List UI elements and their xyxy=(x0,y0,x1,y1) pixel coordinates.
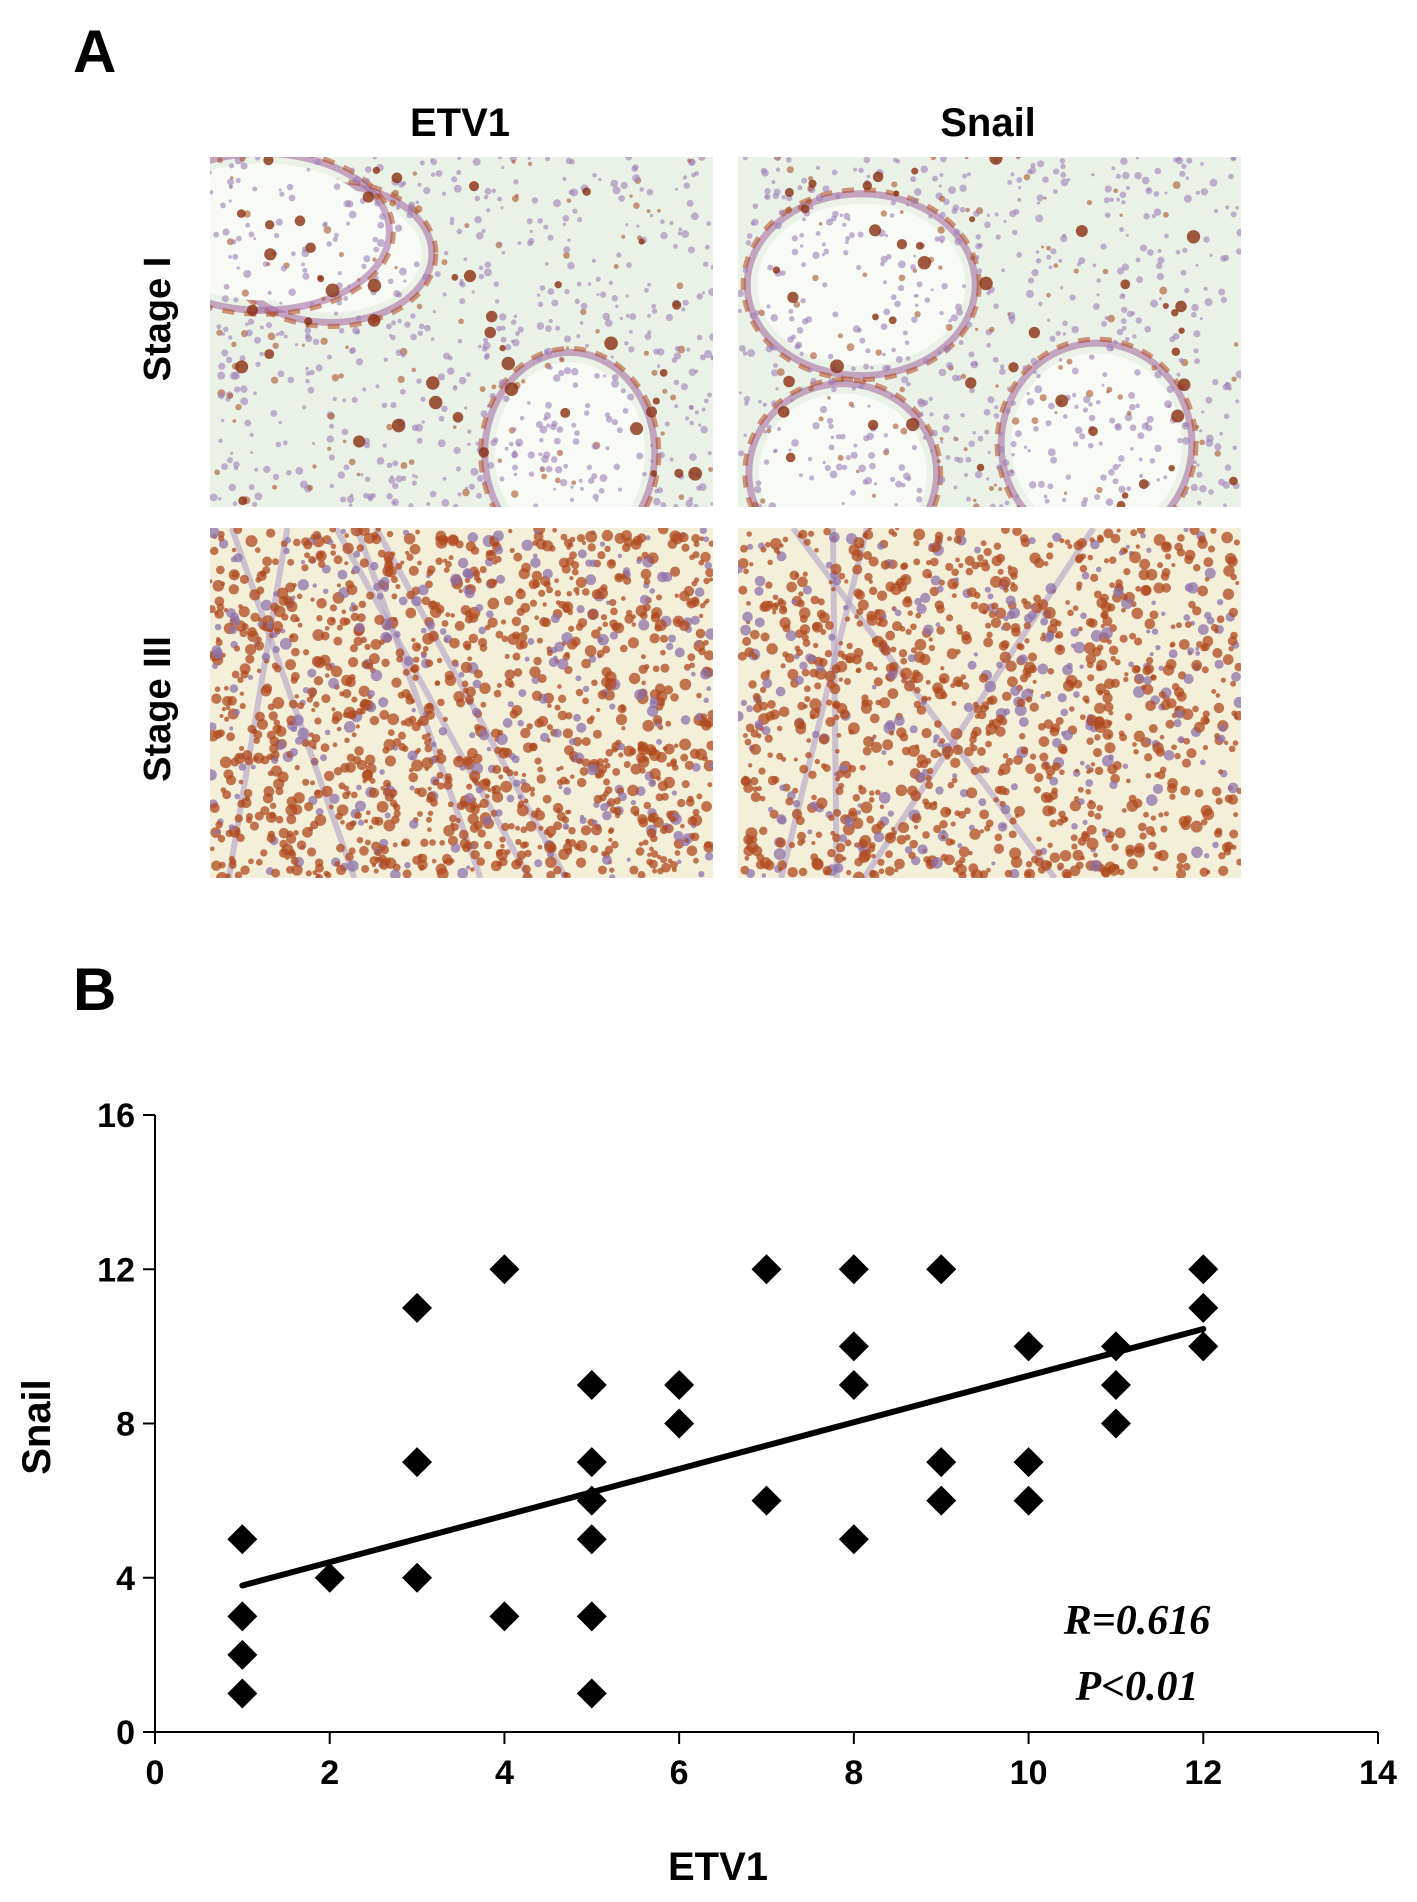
data-point-marker xyxy=(838,1369,869,1400)
x-tick-label: 0 xyxy=(146,1754,165,1792)
x-tick-label: 2 xyxy=(320,1754,339,1792)
data-point-marker xyxy=(838,1254,869,1285)
trendline xyxy=(239,1326,1207,1589)
chart-axes: 0 4 8 12 16 0 2 4 6 8 10 12 14 xyxy=(97,1097,1397,1792)
data-point-marker xyxy=(1188,1331,1219,1362)
data-point-marker xyxy=(1013,1331,1044,1362)
data-point-marker xyxy=(1100,1408,1131,1439)
data-point-marker xyxy=(314,1562,345,1593)
trendline-path xyxy=(239,1326,1207,1589)
x-tick-label: 10 xyxy=(1010,1754,1048,1792)
data-point-marker xyxy=(1013,1485,1044,1516)
data-point-marker xyxy=(227,1639,258,1670)
micrograph-etv1-stage-iii xyxy=(210,528,713,878)
x-tick-label: 8 xyxy=(844,1754,863,1792)
row-header-stage-iii: Stage III xyxy=(137,636,179,782)
data-point-marker xyxy=(926,1254,957,1285)
x-axis-title: ETV1 xyxy=(668,1845,768,1889)
micrograph-etv1-stage-i xyxy=(210,157,713,507)
scatter-chart: 0 4 8 12 16 0 2 4 6 8 10 12 14 Snail ETV1 R=0.616 P<… xyxy=(15,1097,1397,1889)
data-point-marker xyxy=(227,1524,258,1555)
data-point-marker xyxy=(227,1678,258,1709)
data-point-marker xyxy=(576,1678,607,1709)
x-tick-label: 4 xyxy=(495,1754,514,1792)
column-header-etv1: ETV1 xyxy=(409,101,511,145)
y-tick-label: 8 xyxy=(116,1406,135,1444)
data-point-marker xyxy=(576,1369,607,1400)
y-tick-label: 0 xyxy=(116,1714,135,1752)
data-point-marker xyxy=(402,1562,433,1593)
data-point-marker xyxy=(838,1524,869,1555)
data-point-marker xyxy=(1188,1292,1219,1323)
data-point-marker xyxy=(1100,1369,1131,1400)
data-point-marker xyxy=(402,1292,433,1323)
column-header-snail: Snail xyxy=(940,101,1036,145)
data-point-marker xyxy=(1013,1447,1044,1478)
correlation-annotation: R=0.616 xyxy=(1063,1598,1210,1644)
data-point-marker xyxy=(227,1601,258,1632)
y-tick-label: 4 xyxy=(116,1560,135,1598)
x-tick-label: 6 xyxy=(670,1754,689,1792)
p-value-annotation: P<0.01 xyxy=(1074,1664,1198,1710)
data-point-marker xyxy=(664,1369,695,1400)
data-point-marker xyxy=(664,1408,695,1439)
data-point-marker xyxy=(838,1331,869,1362)
panel-b-label: B xyxy=(73,956,117,1023)
data-point-marker xyxy=(1188,1254,1219,1285)
row-header-stage-i: Stage I xyxy=(137,256,179,382)
panel-a-label: A xyxy=(73,18,117,85)
data-point-marker xyxy=(402,1447,433,1478)
data-point-marker xyxy=(489,1601,520,1632)
y-axis-title: Snail xyxy=(15,1379,59,1475)
y-tick-label: 16 xyxy=(97,1097,135,1135)
x-tick-label: 14 xyxy=(1359,1754,1397,1792)
data-point-marker xyxy=(489,1254,520,1285)
micrograph-snail-stage-i xyxy=(738,157,1241,507)
data-point-marker xyxy=(576,1485,607,1516)
micrograph-snail-stage-iii xyxy=(738,528,1241,878)
data-point-marker xyxy=(576,1447,607,1478)
data-point-marker xyxy=(576,1524,607,1555)
data-point-marker xyxy=(576,1601,607,1632)
x-tick-label: 12 xyxy=(1184,1754,1222,1792)
y-tick-label: 12 xyxy=(97,1251,135,1289)
data-point-marker xyxy=(926,1485,957,1516)
data-points xyxy=(227,1254,1219,1709)
data-point-marker xyxy=(926,1447,957,1478)
data-point-marker xyxy=(1100,1331,1131,1362)
data-point-marker xyxy=(751,1254,782,1285)
data-point-marker xyxy=(751,1485,782,1516)
